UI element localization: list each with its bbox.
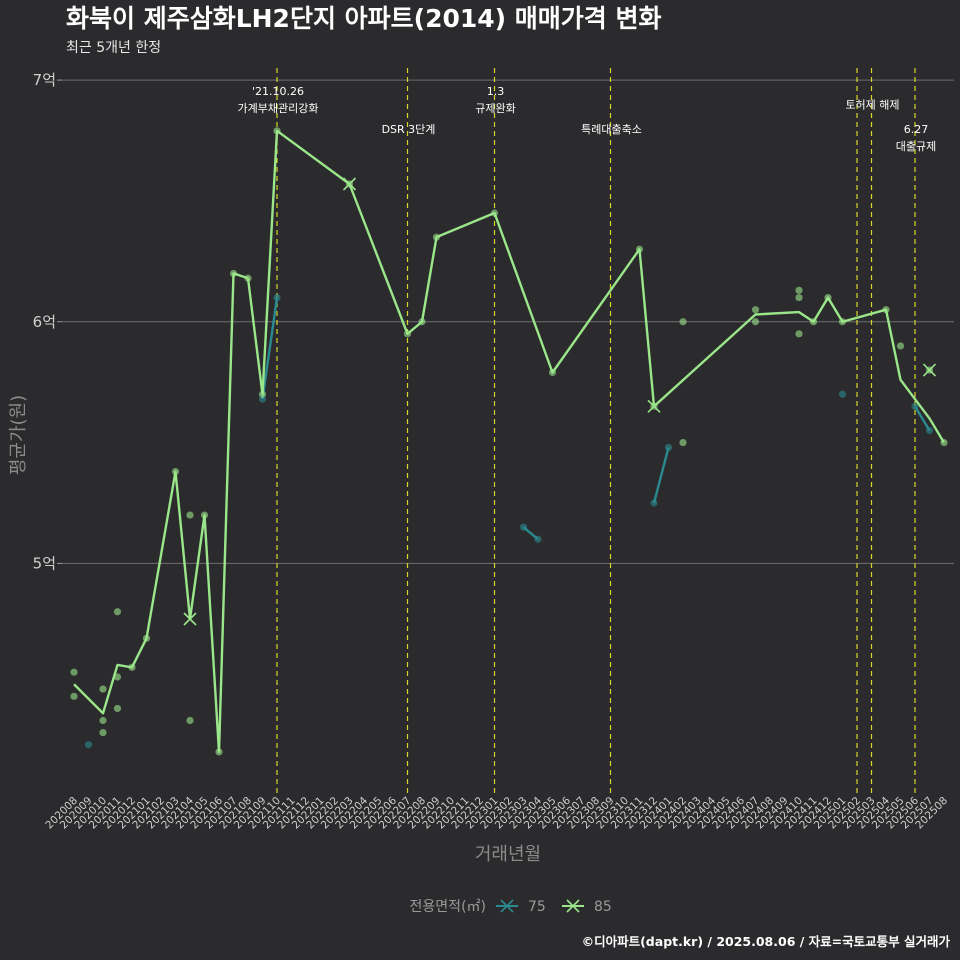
point-85-4 — [99, 728, 107, 737]
line-85 — [73, 129, 946, 754]
segment-75-1 — [522, 526, 539, 541]
series-75 — [84, 293, 934, 749]
y-axis-ticks: 5억 6억 7억 — [33, 71, 62, 572]
point-85-28 — [679, 438, 687, 447]
event-lines — [276, 68, 916, 793]
event-label-0-0: '21.10.26 — [252, 85, 304, 98]
event-label-3-0: 특례대출축소 — [581, 123, 642, 136]
point-85-5 — [113, 608, 122, 616]
series-85 — [70, 127, 948, 756]
point-85-2 — [99, 685, 107, 693]
grid-lines — [62, 79, 954, 564]
point-85-29 — [751, 306, 760, 314]
chart-subtitle: 최근 5개년 한정 — [66, 40, 161, 56]
legend-item-75: 75 — [496, 899, 546, 915]
point-85-33 — [795, 330, 803, 338]
point-85-0 — [70, 668, 78, 676]
cross-85-0 — [183, 612, 197, 626]
event-label-2-1: 규제완화 — [475, 102, 515, 115]
legend-label-75: 75 — [528, 899, 546, 915]
x-axis-ticks: 2020082020092020102020112020122021012021… — [43, 794, 950, 831]
series-layer — [70, 127, 948, 756]
point-85-6 — [113, 673, 122, 681]
event-label-6-1: 대출규제 — [896, 140, 936, 153]
point-85-30 — [751, 318, 760, 326]
point-85-32 — [795, 293, 803, 302]
y-tick-label-1: 6억 — [33, 313, 56, 331]
event-label-5-0: 토허제 해제 — [845, 97, 899, 111]
event-label-0-1: 가계부채관리강화 — [238, 102, 319, 115]
segment-75-3 — [913, 405, 931, 432]
y-axis-label: 평균가(원) — [8, 395, 29, 475]
point-85-7 — [113, 704, 122, 713]
event-label-6-0: 6.27 — [904, 123, 929, 136]
point-85-38 — [896, 342, 905, 350]
legend-title: 전용면적(㎡) — [410, 899, 486, 915]
legend-item-85: 85 — [562, 899, 612, 915]
x-axis-label: 거래년월 — [475, 844, 541, 865]
point-85-12 — [186, 716, 194, 725]
point-85-11 — [186, 511, 194, 519]
segment-75-2 — [652, 447, 670, 504]
segment-75-0 — [261, 297, 279, 400]
point-85-27 — [679, 318, 687, 326]
legend: 전용면적(㎡) 75 85 — [410, 899, 612, 915]
point-85-1 — [70, 692, 78, 700]
point-85-31 — [795, 286, 803, 294]
cross-85-3 — [922, 363, 937, 377]
y-tick-label-2: 7억 — [33, 71, 56, 89]
chart-title: 화북이 제주삼화LH2단지 아파트(2014) 매매가격 변화 — [66, 4, 662, 33]
event-label-1-0: DSR 3단계 — [382, 123, 436, 136]
legend-label-85: 85 — [594, 899, 612, 915]
point-75-0 — [84, 741, 93, 749]
event-label-2-0: 1.3 — [487, 85, 505, 98]
legend-cross-85 — [566, 899, 580, 913]
source-caption: ©디아파트(dapt.kr) / 2025.08.06 / 자료=국토교통부 실… — [582, 934, 951, 949]
y-tick-label-0: 5억 — [33, 554, 56, 572]
cross-85-1 — [342, 177, 357, 191]
point-85-3 — [99, 716, 107, 725]
point-75-7 — [838, 390, 847, 398]
cross-85-2 — [647, 399, 661, 413]
legend-cross-75 — [500, 899, 514, 913]
legend-items: 75 85 — [496, 899, 612, 915]
